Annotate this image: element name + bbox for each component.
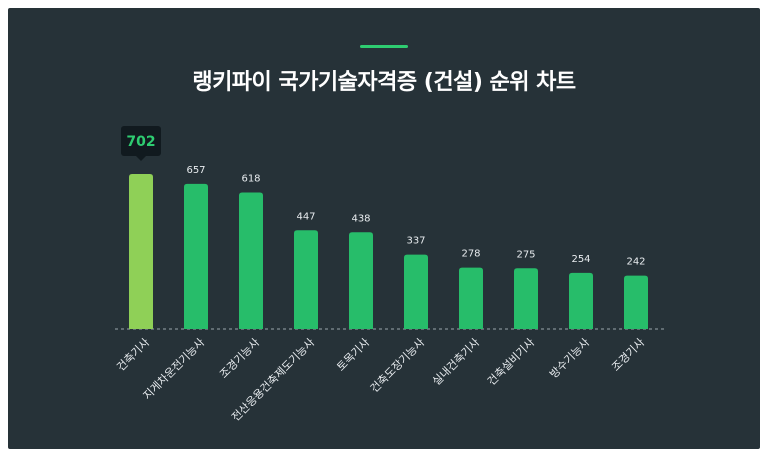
tick-label-2: 조경기능사	[217, 336, 262, 381]
tick-label-6: 실내건축기사	[430, 336, 482, 388]
bar-8	[569, 272, 593, 329]
data-label-3: 447	[296, 211, 315, 222]
tooltip-pointer	[136, 156, 146, 161]
bar-9	[624, 275, 648, 329]
tick-label-0: 건축기사	[114, 336, 152, 374]
tick-label-8: 방수기능사	[547, 336, 592, 381]
bar-chart: 702건축기사657지게차운전기능사618조경기능사447전산응용건축제도기능사…	[114, 126, 664, 424]
title-accent-line	[360, 45, 408, 48]
data-label-8: 254	[571, 254, 590, 265]
tick-label-7: 건축설비기사	[485, 336, 537, 388]
bar-4	[349, 232, 373, 329]
tick-label-9: 조경기사	[609, 336, 647, 374]
bar-3	[294, 230, 318, 329]
data-label-2: 618	[241, 174, 260, 185]
chart-panel: 랭키파이 국가기술자격증 (건설) 순위 차트 702 건축기사 657 지게차운전기…	[8, 8, 760, 449]
bar-5	[404, 254, 428, 329]
data-label-9: 242	[626, 257, 645, 268]
data-label-0: 702	[126, 134, 155, 150]
bar-2	[239, 192, 263, 329]
data-label-6: 278	[461, 249, 480, 260]
data-label-4: 438	[351, 213, 370, 224]
data-label-5: 337	[406, 236, 425, 247]
data-label-7: 275	[516, 249, 535, 260]
tick-label-5: 건축도장기능사	[368, 336, 427, 395]
bar-7	[514, 268, 538, 329]
bar-1	[184, 183, 208, 329]
bar-0	[129, 174, 153, 329]
tick-label-4: 토목기사	[334, 336, 372, 374]
bar-6	[459, 267, 483, 329]
data-label-1: 657	[186, 165, 205, 176]
value-tooltip	[121, 126, 161, 156]
chart-title: 랭키파이 국가기술자격증 (건설) 순위 차트	[192, 70, 576, 95]
